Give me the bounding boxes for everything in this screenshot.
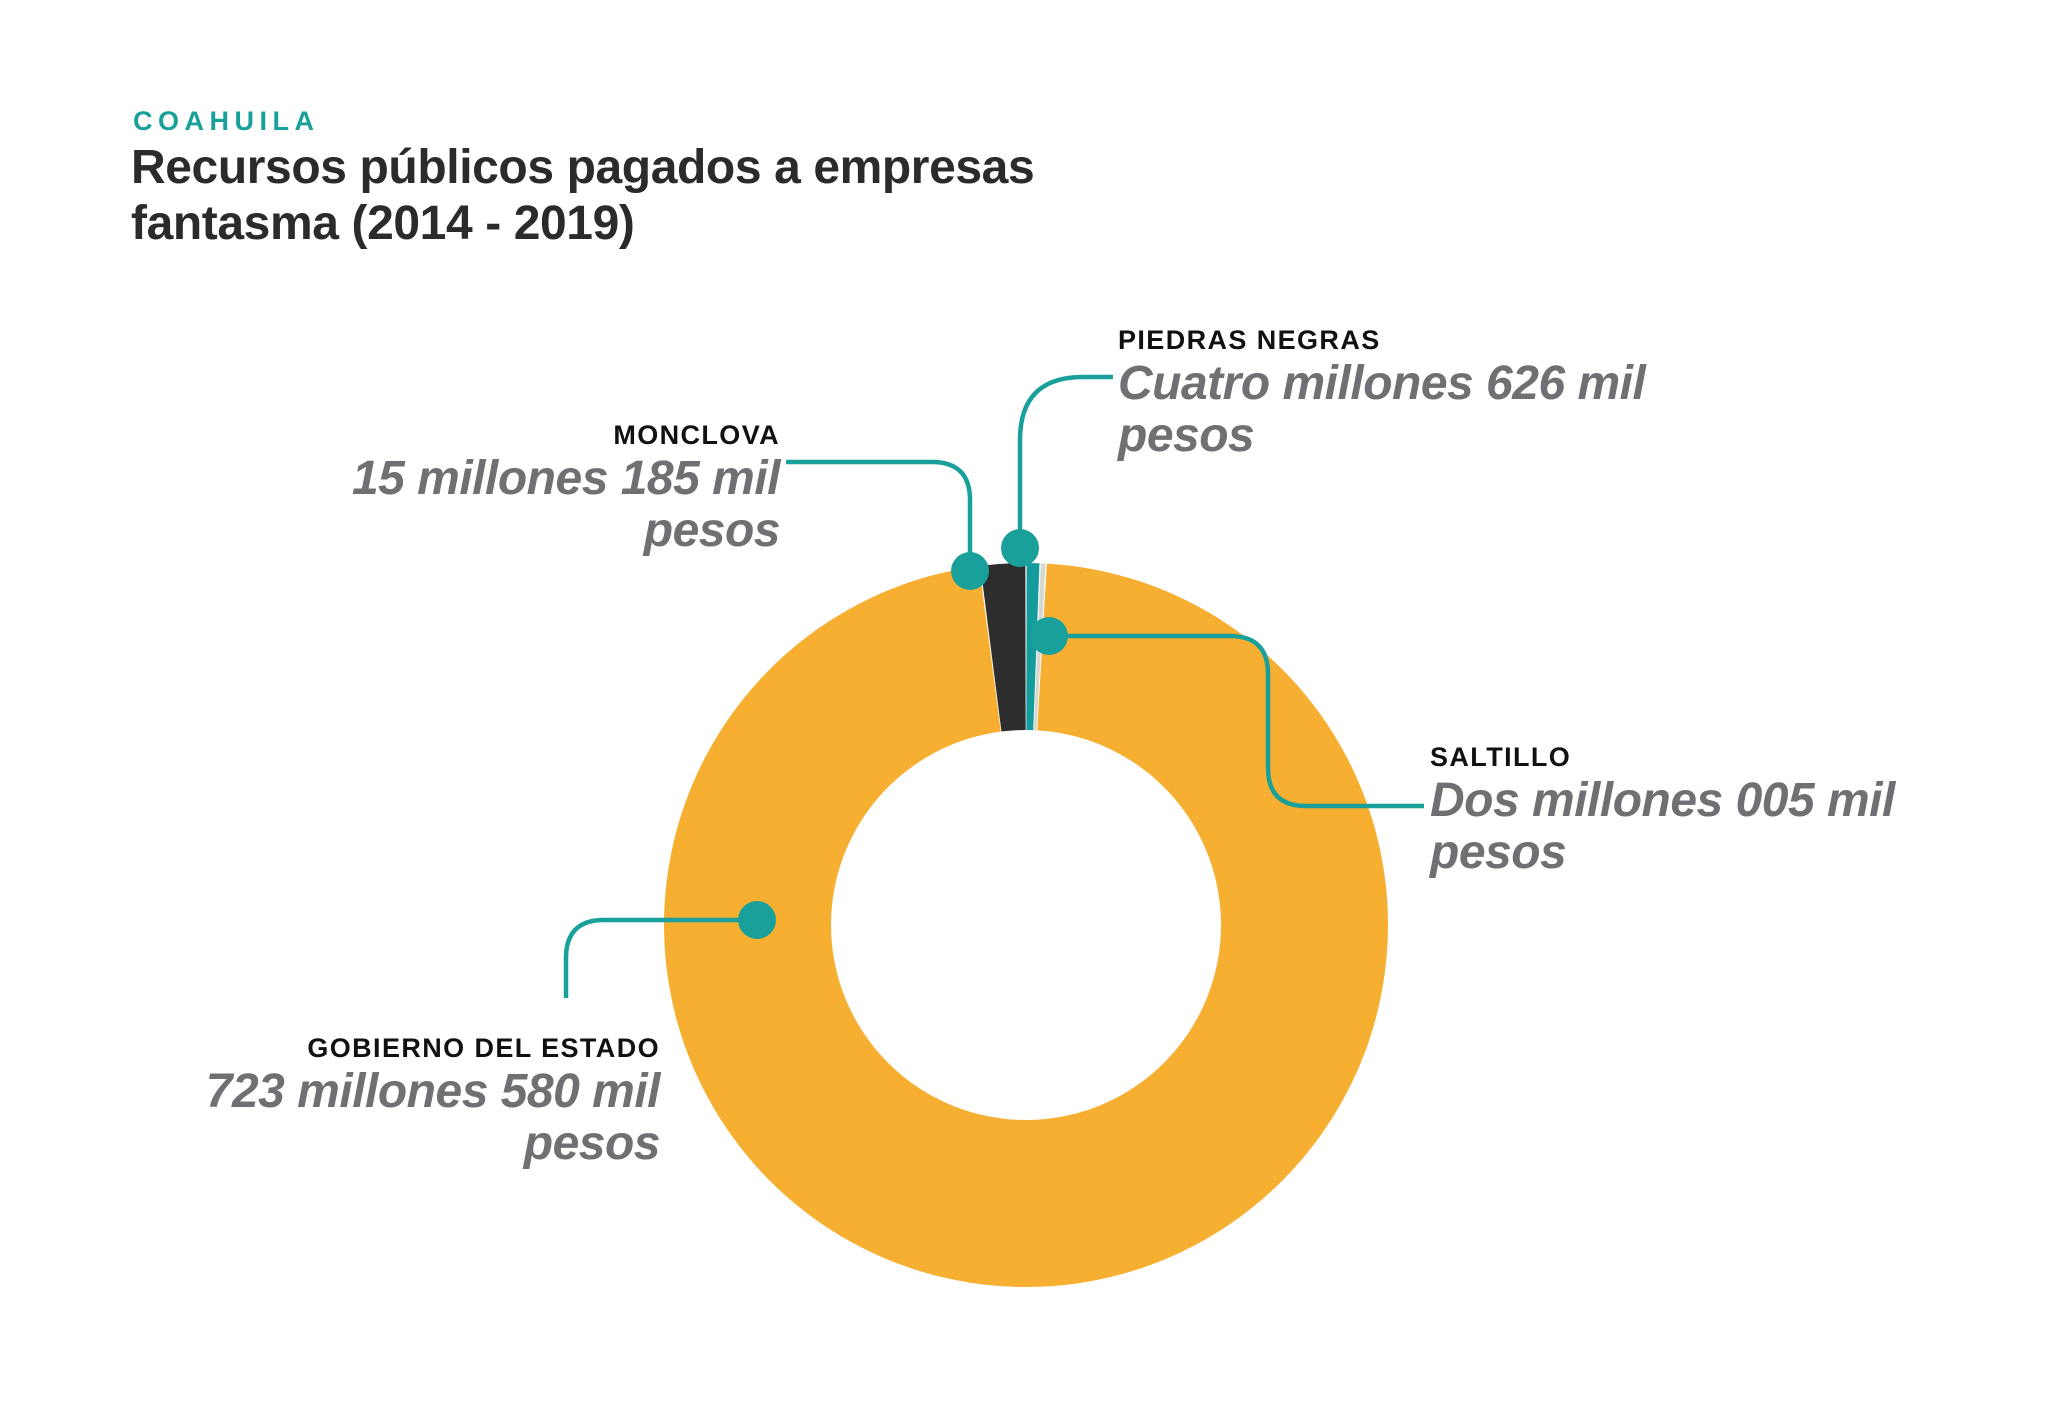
page-kicker: COAHUILA — [133, 106, 320, 136]
page-title: Recursos públicos pagados a empresas fan… — [131, 141, 1035, 250]
callout-saltillo: SALTILLO Dos millones 005 mil pesos — [1430, 742, 2030, 879]
leader-lines — [563, 374, 1424, 998]
callout-value-label: 723 millones 580 mil pesos — [205, 1065, 661, 1170]
leader-line — [563, 917, 757, 998]
donut-slice — [980, 563, 1026, 732]
donut-slice — [664, 563, 1389, 1288]
callout-category-label: SALTILLO — [1430, 742, 1572, 772]
leader-dot — [738, 901, 776, 939]
leader-dot — [1030, 617, 1068, 655]
callout-piedras-negras: PIEDRAS NEGRAS Cuatro millones 626 mil p… — [1118, 325, 1848, 462]
callout-value-label: 15 millones 185 mil pesos — [351, 452, 781, 557]
callout-value-label: Cuatro millones 626 mil pesos — [1118, 357, 1646, 462]
callout-category-label: MONCLOVA — [613, 420, 780, 450]
donut-slice — [1026, 563, 1040, 731]
callout-category-label: PIEDRAS NEGRAS — [1118, 325, 1381, 355]
callout-value-label: Dos millones 005 mil pesos — [1430, 774, 1895, 879]
leader-dot — [951, 552, 989, 590]
callout-gobierno-del-estado: GOBIERNO DEL ESTADO 723 millones 580 mil… — [40, 1033, 661, 1170]
leader-dot — [1001, 529, 1039, 567]
callout-monclova: MONCLOVA 15 millones 185 mil pesos — [140, 420, 781, 557]
leader-dots — [738, 529, 1068, 939]
leader-line — [1017, 374, 1113, 548]
leader-line — [1049, 633, 1424, 809]
leader-line — [786, 459, 973, 571]
callout-category-label: GOBIERNO DEL ESTADO — [307, 1033, 660, 1063]
